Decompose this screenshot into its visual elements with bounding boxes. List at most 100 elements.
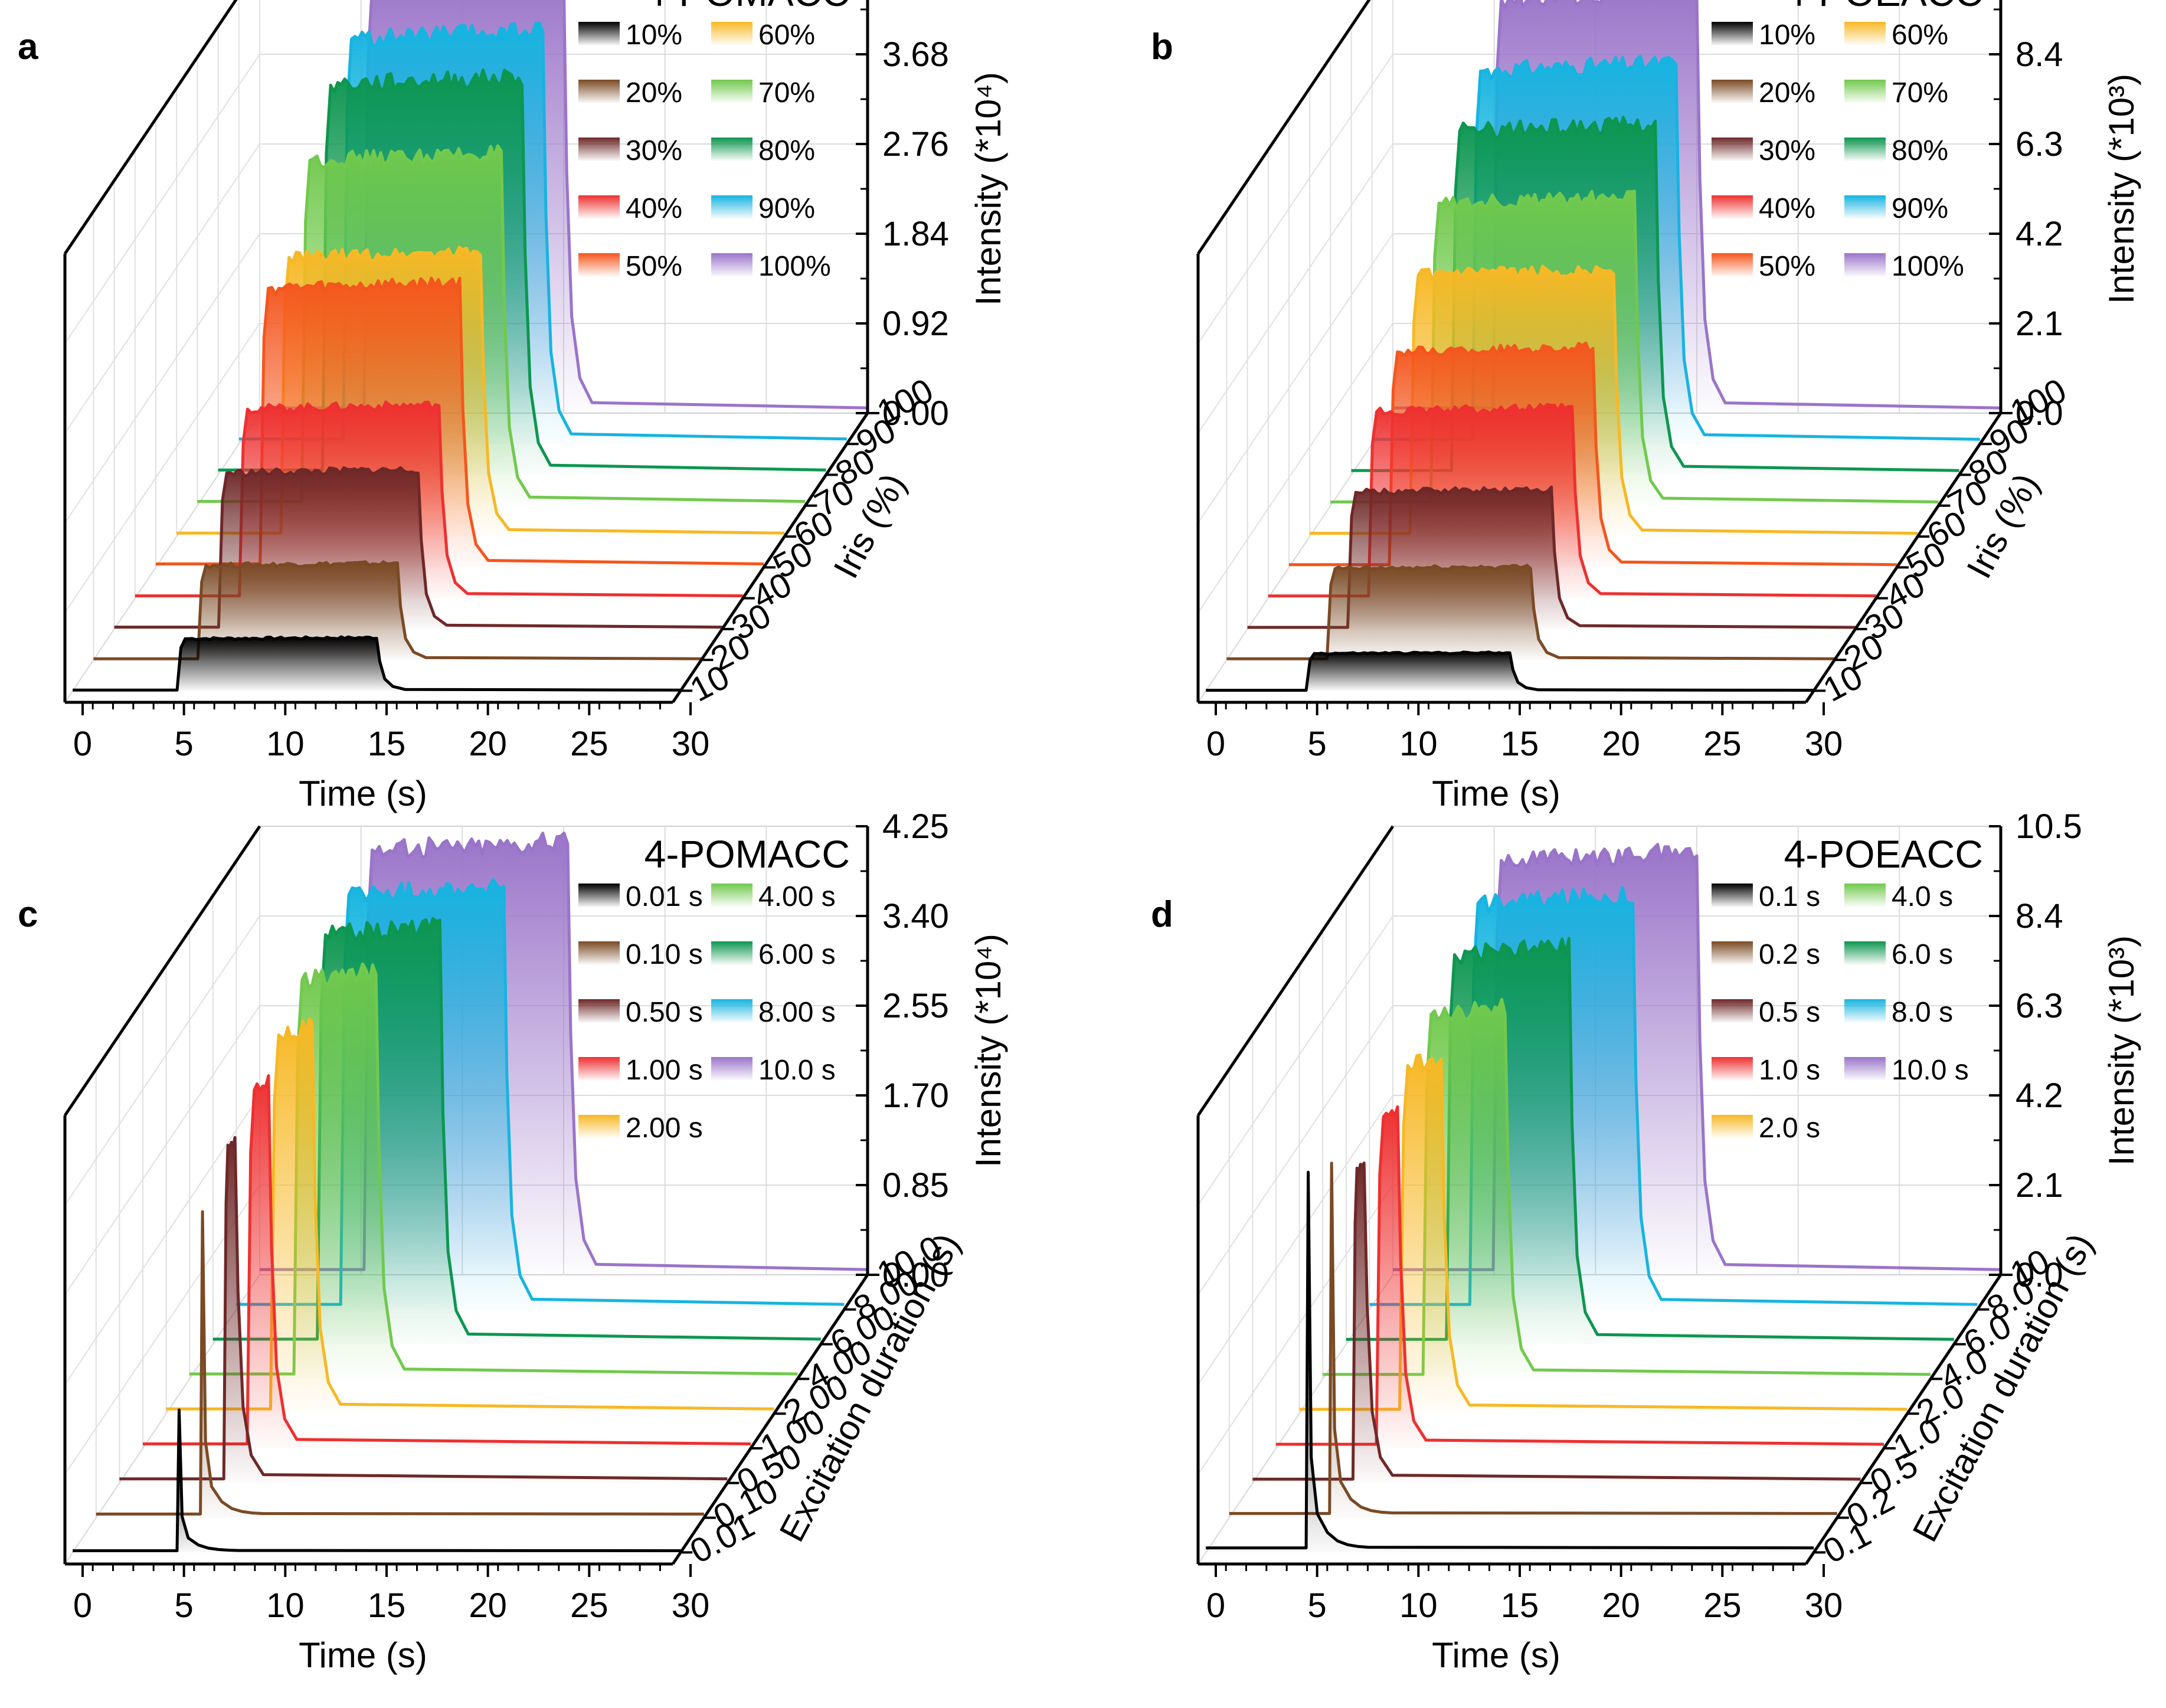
- legend-label: 0.5 s: [1759, 997, 1820, 1028]
- side-wall-gridline: [64, 233, 260, 523]
- legend-swatch: [1844, 941, 1886, 965]
- series-line-80%: [218, 68, 826, 472]
- x-tick-label: 0: [73, 725, 92, 763]
- x-tick-label: 0: [73, 1586, 92, 1625]
- depth-axis-line: [671, 1274, 869, 1565]
- side-wall-gridline: [64, 1095, 260, 1385]
- x-tick-label: 30: [1805, 1586, 1843, 1625]
- x-tick-label: 5: [175, 725, 194, 763]
- legend-title: 4-POEACC: [1784, 832, 1983, 876]
- series-line-0.2 s: [1229, 1161, 1837, 1515]
- series-line-70%: [197, 144, 806, 503]
- x-axis-title: Time (s): [299, 1635, 427, 1675]
- series-line-10.0 s: [260, 832, 868, 1271]
- legend-swatch: [1712, 884, 1753, 907]
- z-tick-label: 3.68: [882, 35, 949, 74]
- side-wall-gridline: [64, 54, 260, 344]
- side-wall-gridline: [64, 323, 260, 613]
- legend-label: 70%: [1892, 77, 1948, 109]
- series-area-10%: [73, 637, 681, 691]
- legend-label: 90%: [1892, 193, 1948, 224]
- legend-swatch: [1712, 253, 1753, 277]
- side-wall-gridline: [1197, 54, 1393, 344]
- legend-label: 70%: [758, 77, 815, 109]
- series-line-50%: [156, 276, 764, 565]
- z-tick-label: 0.0: [2016, 394, 2063, 433]
- legend-label: 30%: [1759, 135, 1815, 166]
- x-tick-label: 0: [1206, 1586, 1225, 1625]
- series-area-1.00 s: [143, 1075, 751, 1448]
- series-line-10%: [1206, 650, 1814, 692]
- series-line-0.1 s: [1206, 1170, 1814, 1550]
- series-area-1.0 s: [1276, 1107, 1884, 1448]
- legend-label: 1.00 s: [626, 1055, 703, 1086]
- legend-label: 100%: [1892, 251, 1964, 282]
- z-tick-label: 1.70: [882, 1077, 949, 1115]
- x-tick-label: 10: [266, 1586, 305, 1625]
- series-line-0.10 s: [96, 1210, 704, 1516]
- z-tick-label: 6.3: [2016, 125, 2063, 163]
- x-tick-label: 25: [570, 725, 608, 763]
- series-line-20%: [93, 560, 702, 660]
- x-tick-label: 30: [672, 725, 710, 763]
- x-tick-label: 20: [469, 1586, 507, 1625]
- series-line-0.01 s: [73, 1408, 681, 1552]
- depth-axis-line: [671, 412, 869, 704]
- legend-label: 10%: [626, 19, 682, 51]
- series-line-6.00 s: [212, 917, 821, 1341]
- legend-swatch: [578, 138, 620, 161]
- side-wall-gridline: [64, 915, 260, 1206]
- legend-title: 4-POMACC: [644, 832, 850, 876]
- x-tick-label: 30: [672, 1586, 710, 1625]
- series-line-8.0 s: [1369, 885, 1978, 1306]
- series-line-70%: [1330, 189, 1939, 503]
- series-line-100%: [1393, 0, 2001, 410]
- panel-letter: a: [18, 27, 38, 67]
- x-tick-label: 20: [1602, 725, 1640, 763]
- legend-label: 2.0 s: [1759, 1113, 1820, 1144]
- legend-swatch: [578, 1057, 620, 1081]
- z-tick-label: 4.25: [882, 807, 949, 846]
- legend-label: 30%: [626, 135, 682, 166]
- x-tick-label: 25: [1703, 725, 1742, 763]
- panel-letter: d: [1151, 894, 1173, 935]
- legend-swatch: [1712, 22, 1753, 45]
- series-line-90%: [238, 21, 847, 441]
- series-area-2.00 s: [166, 1019, 774, 1414]
- legend-label: 4.00 s: [758, 881, 836, 912]
- z-tick-label: 2.1: [2016, 305, 2063, 343]
- legend-label: 4.0 s: [1892, 881, 1953, 912]
- series-line-80%: [1351, 116, 1959, 472]
- x-tick-label: 15: [368, 1586, 406, 1625]
- legend-label: 100%: [758, 251, 831, 282]
- legend-swatch: [578, 80, 620, 103]
- legend-swatch: [1844, 1057, 1886, 1081]
- z-tick-label: 2.76: [882, 125, 949, 163]
- legend-swatch: [711, 253, 752, 277]
- legend-label: 0.1 s: [1759, 881, 1820, 912]
- side-wall-gridline: [1197, 143, 1393, 434]
- z-tick-label: 2.1: [2016, 1166, 2063, 1205]
- x-tick-label: 15: [368, 725, 406, 763]
- legend-title: 4-POEACC: [1784, 0, 1983, 14]
- x-tick-label: 5: [175, 1586, 194, 1625]
- series-line-4.00 s: [189, 962, 798, 1376]
- series-line-10%: [73, 635, 681, 692]
- legend-swatch: [578, 22, 620, 45]
- series-line-0.5 s: [1252, 1161, 1861, 1481]
- legend-label: 60%: [758, 19, 815, 51]
- z-tick-label: 1.84: [882, 215, 949, 253]
- legend-label: 10.0 s: [758, 1055, 836, 1086]
- series-line-60%: [176, 246, 785, 535]
- legend-label: 0.01 s: [626, 881, 703, 912]
- series-line-30%: [1247, 485, 1856, 629]
- z-tick-label: 8.4: [2016, 35, 2063, 74]
- x-tick-label: 10: [266, 725, 305, 763]
- series-line-40%: [135, 400, 743, 598]
- series-area-10%: [1206, 652, 1814, 691]
- side-wall-gridline: [64, 1005, 260, 1295]
- legend-swatch: [711, 80, 752, 103]
